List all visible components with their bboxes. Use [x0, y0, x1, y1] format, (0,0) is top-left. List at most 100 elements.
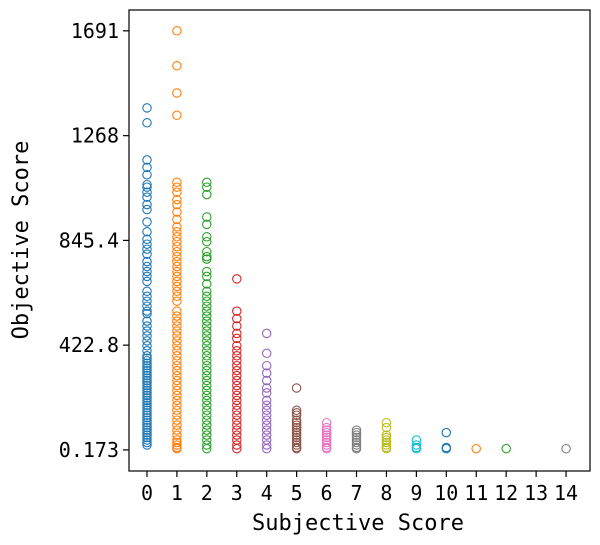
- x-tick-label: 4: [261, 481, 273, 505]
- data-point: [172, 194, 182, 205]
- data-point: [561, 443, 571, 454]
- data-point: [202, 189, 212, 200]
- data-point: [172, 276, 182, 287]
- data-point: [202, 291, 212, 302]
- data-point: [142, 410, 152, 420]
- data-point: [172, 199, 182, 210]
- data-point: [202, 440, 212, 450]
- data-point: [232, 346, 242, 356]
- data-point: [172, 355, 182, 366]
- data-point: [202, 321, 212, 331]
- data-point: [172, 390, 182, 401]
- data-point: [202, 370, 212, 381]
- data-point: [142, 301, 152, 311]
- data-point: [261, 440, 272, 450]
- data-point: [261, 328, 272, 339]
- data-point: [172, 395, 182, 406]
- data-point: [351, 430, 362, 440]
- data-point: [172, 241, 182, 252]
- data-point: [232, 333, 242, 344]
- data-point: [232, 328, 242, 339]
- data-point: [142, 383, 152, 393]
- data-point: [172, 286, 182, 297]
- data-point: [261, 348, 272, 359]
- data-point: [142, 266, 152, 277]
- data-point: [172, 326, 182, 336]
- data-point: [381, 430, 392, 440]
- data-point: [321, 417, 332, 428]
- data-point: [142, 365, 152, 376]
- data-point: [291, 440, 302, 450]
- data-point: [261, 415, 272, 425]
- data-point: [142, 249, 152, 259]
- data-point: [261, 435, 272, 445]
- data-point: [232, 355, 242, 366]
- data-point: [291, 410, 302, 420]
- data-point: [321, 422, 332, 433]
- data-point: [142, 373, 152, 383]
- y-axis-title: Objective Score: [9, 141, 34, 340]
- data-point: [142, 368, 152, 378]
- data-point: [172, 61, 182, 71]
- data-point: [232, 410, 242, 420]
- data-point: [172, 266, 182, 277]
- data-point: [261, 388, 272, 398]
- data-point: [441, 443, 452, 454]
- data-point: [142, 331, 152, 341]
- data-point: [232, 370, 242, 381]
- data-point: [202, 306, 212, 316]
- data-point: [291, 430, 302, 440]
- data-point: [142, 355, 152, 366]
- data-point: [142, 370, 152, 381]
- data-point: [232, 425, 242, 435]
- data-point: [351, 440, 362, 450]
- data-point: [142, 400, 152, 411]
- data-point: [232, 405, 242, 416]
- data-point: [142, 227, 152, 237]
- data-point: [202, 246, 212, 257]
- data-point: [142, 393, 152, 403]
- x-tick-label: 11: [464, 481, 488, 505]
- data-point: [202, 395, 212, 406]
- data-point: [202, 336, 212, 346]
- data-point: [291, 405, 302, 416]
- data-point: [321, 432, 332, 443]
- x-axis-title: Subjective Score: [252, 511, 464, 536]
- x-tick-label: 5: [291, 481, 303, 505]
- data-point: [351, 425, 362, 435]
- data-point: [142, 346, 152, 356]
- data-point: [172, 420, 182, 430]
- data-point: [142, 341, 152, 351]
- data-point: [142, 403, 152, 413]
- x-tick-label: 6: [321, 481, 333, 505]
- data-point: [142, 420, 152, 430]
- data-point: [202, 271, 212, 282]
- data-point: [202, 351, 212, 361]
- data-point: [172, 214, 182, 225]
- data-point: [172, 256, 182, 267]
- data-point: [232, 415, 242, 425]
- data-point: [142, 306, 152, 316]
- data-point: [202, 311, 212, 321]
- data-point: [202, 405, 212, 416]
- data-point: [232, 365, 242, 376]
- data-point: [202, 443, 212, 454]
- data-point: [232, 380, 242, 391]
- data-point: [321, 437, 332, 448]
- data-point: [291, 437, 302, 448]
- data-point: [202, 435, 212, 445]
- data-point: [172, 182, 182, 192]
- data-point: [202, 400, 212, 411]
- data-point: [291, 420, 302, 430]
- data-point: [202, 331, 212, 341]
- data-point: [202, 390, 212, 401]
- data-point: [172, 316, 182, 326]
- data-point: [172, 26, 182, 36]
- data-point: [261, 443, 272, 454]
- data-point: [142, 187, 152, 197]
- data-point: [202, 326, 212, 336]
- data-point: [142, 395, 152, 406]
- data-point: [172, 306, 182, 316]
- data-point: [172, 246, 182, 257]
- data-point: [441, 427, 452, 438]
